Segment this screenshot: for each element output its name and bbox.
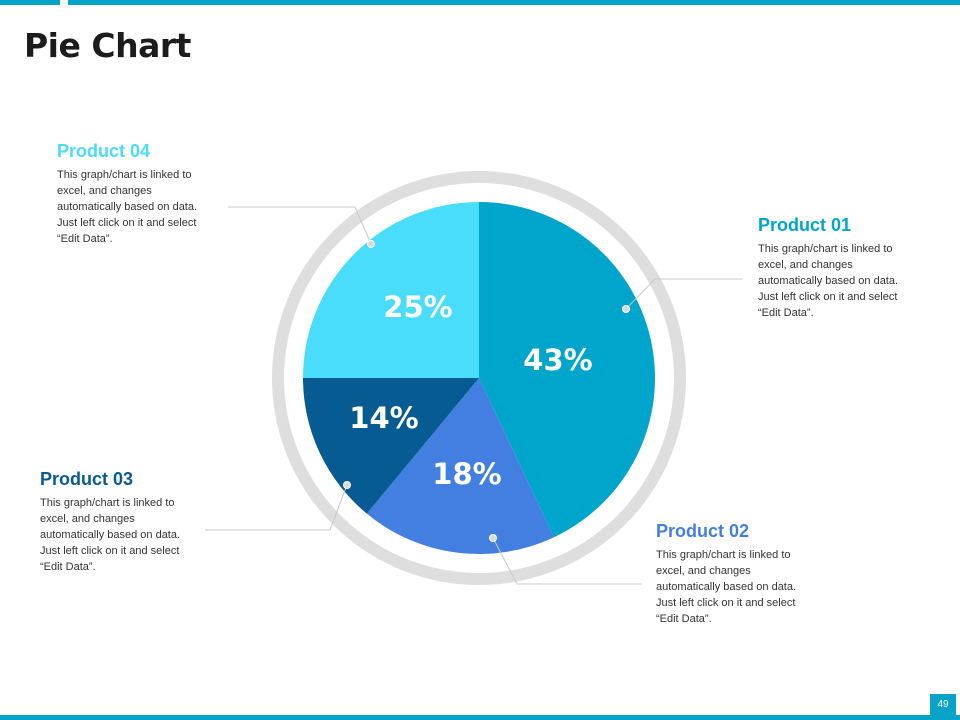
- callout-title-product-01: Product 01: [758, 215, 852, 235]
- leader-product-02: [489, 534, 642, 585]
- page-title: Pie Chart: [24, 26, 191, 65]
- callout-title-product-04: Product 04: [57, 141, 151, 161]
- pie-slice-product-01: [479, 202, 655, 538]
- pie-slice-product-02: [366, 378, 554, 554]
- pie-label-product-01: 43%: [523, 343, 592, 377]
- top-accent-bar-left: [0, 0, 60, 5]
- pie-label-product-03: 14%: [349, 401, 418, 435]
- bottom-accent-bar: [0, 715, 960, 720]
- callout-text-product-02: This graph/chart is linked to excel, and…: [656, 549, 797, 625]
- callout-title-product-03: Product 03: [40, 469, 134, 489]
- callout-text-product-01: This graph/chart is linked to excel, and…: [758, 243, 899, 319]
- callout-text-product-03: This graph/chart is linked to excel, and…: [40, 497, 181, 573]
- leader-product-01: [622, 278, 742, 313]
- pie-slice-product-03: [303, 378, 479, 514]
- pie-label-product-02: 18%: [432, 457, 501, 491]
- pie-slice-product-04: [303, 202, 479, 378]
- callout-product-02: Product 02 This graph/chart is linked to…: [656, 521, 806, 627]
- callout-title-product-02: Product 02: [656, 521, 750, 541]
- callout-text-product-04: This graph/chart is linked to excel, and…: [57, 169, 198, 245]
- leader-product-03: [205, 481, 351, 531]
- pie-label-product-04: 25%: [383, 290, 452, 324]
- page-number: 49: [930, 694, 956, 720]
- top-accent-bar-right: [68, 0, 960, 5]
- leader-product-04: [228, 206, 375, 248]
- callout-product-01: Product 01 This graph/chart is linked to…: [758, 215, 908, 321]
- pie-outer-ring: [272, 171, 686, 585]
- callout-product-03: Product 03 This graph/chart is linked to…: [40, 469, 190, 575]
- callout-product-04: Product 04 This graph/chart is linked to…: [57, 141, 207, 247]
